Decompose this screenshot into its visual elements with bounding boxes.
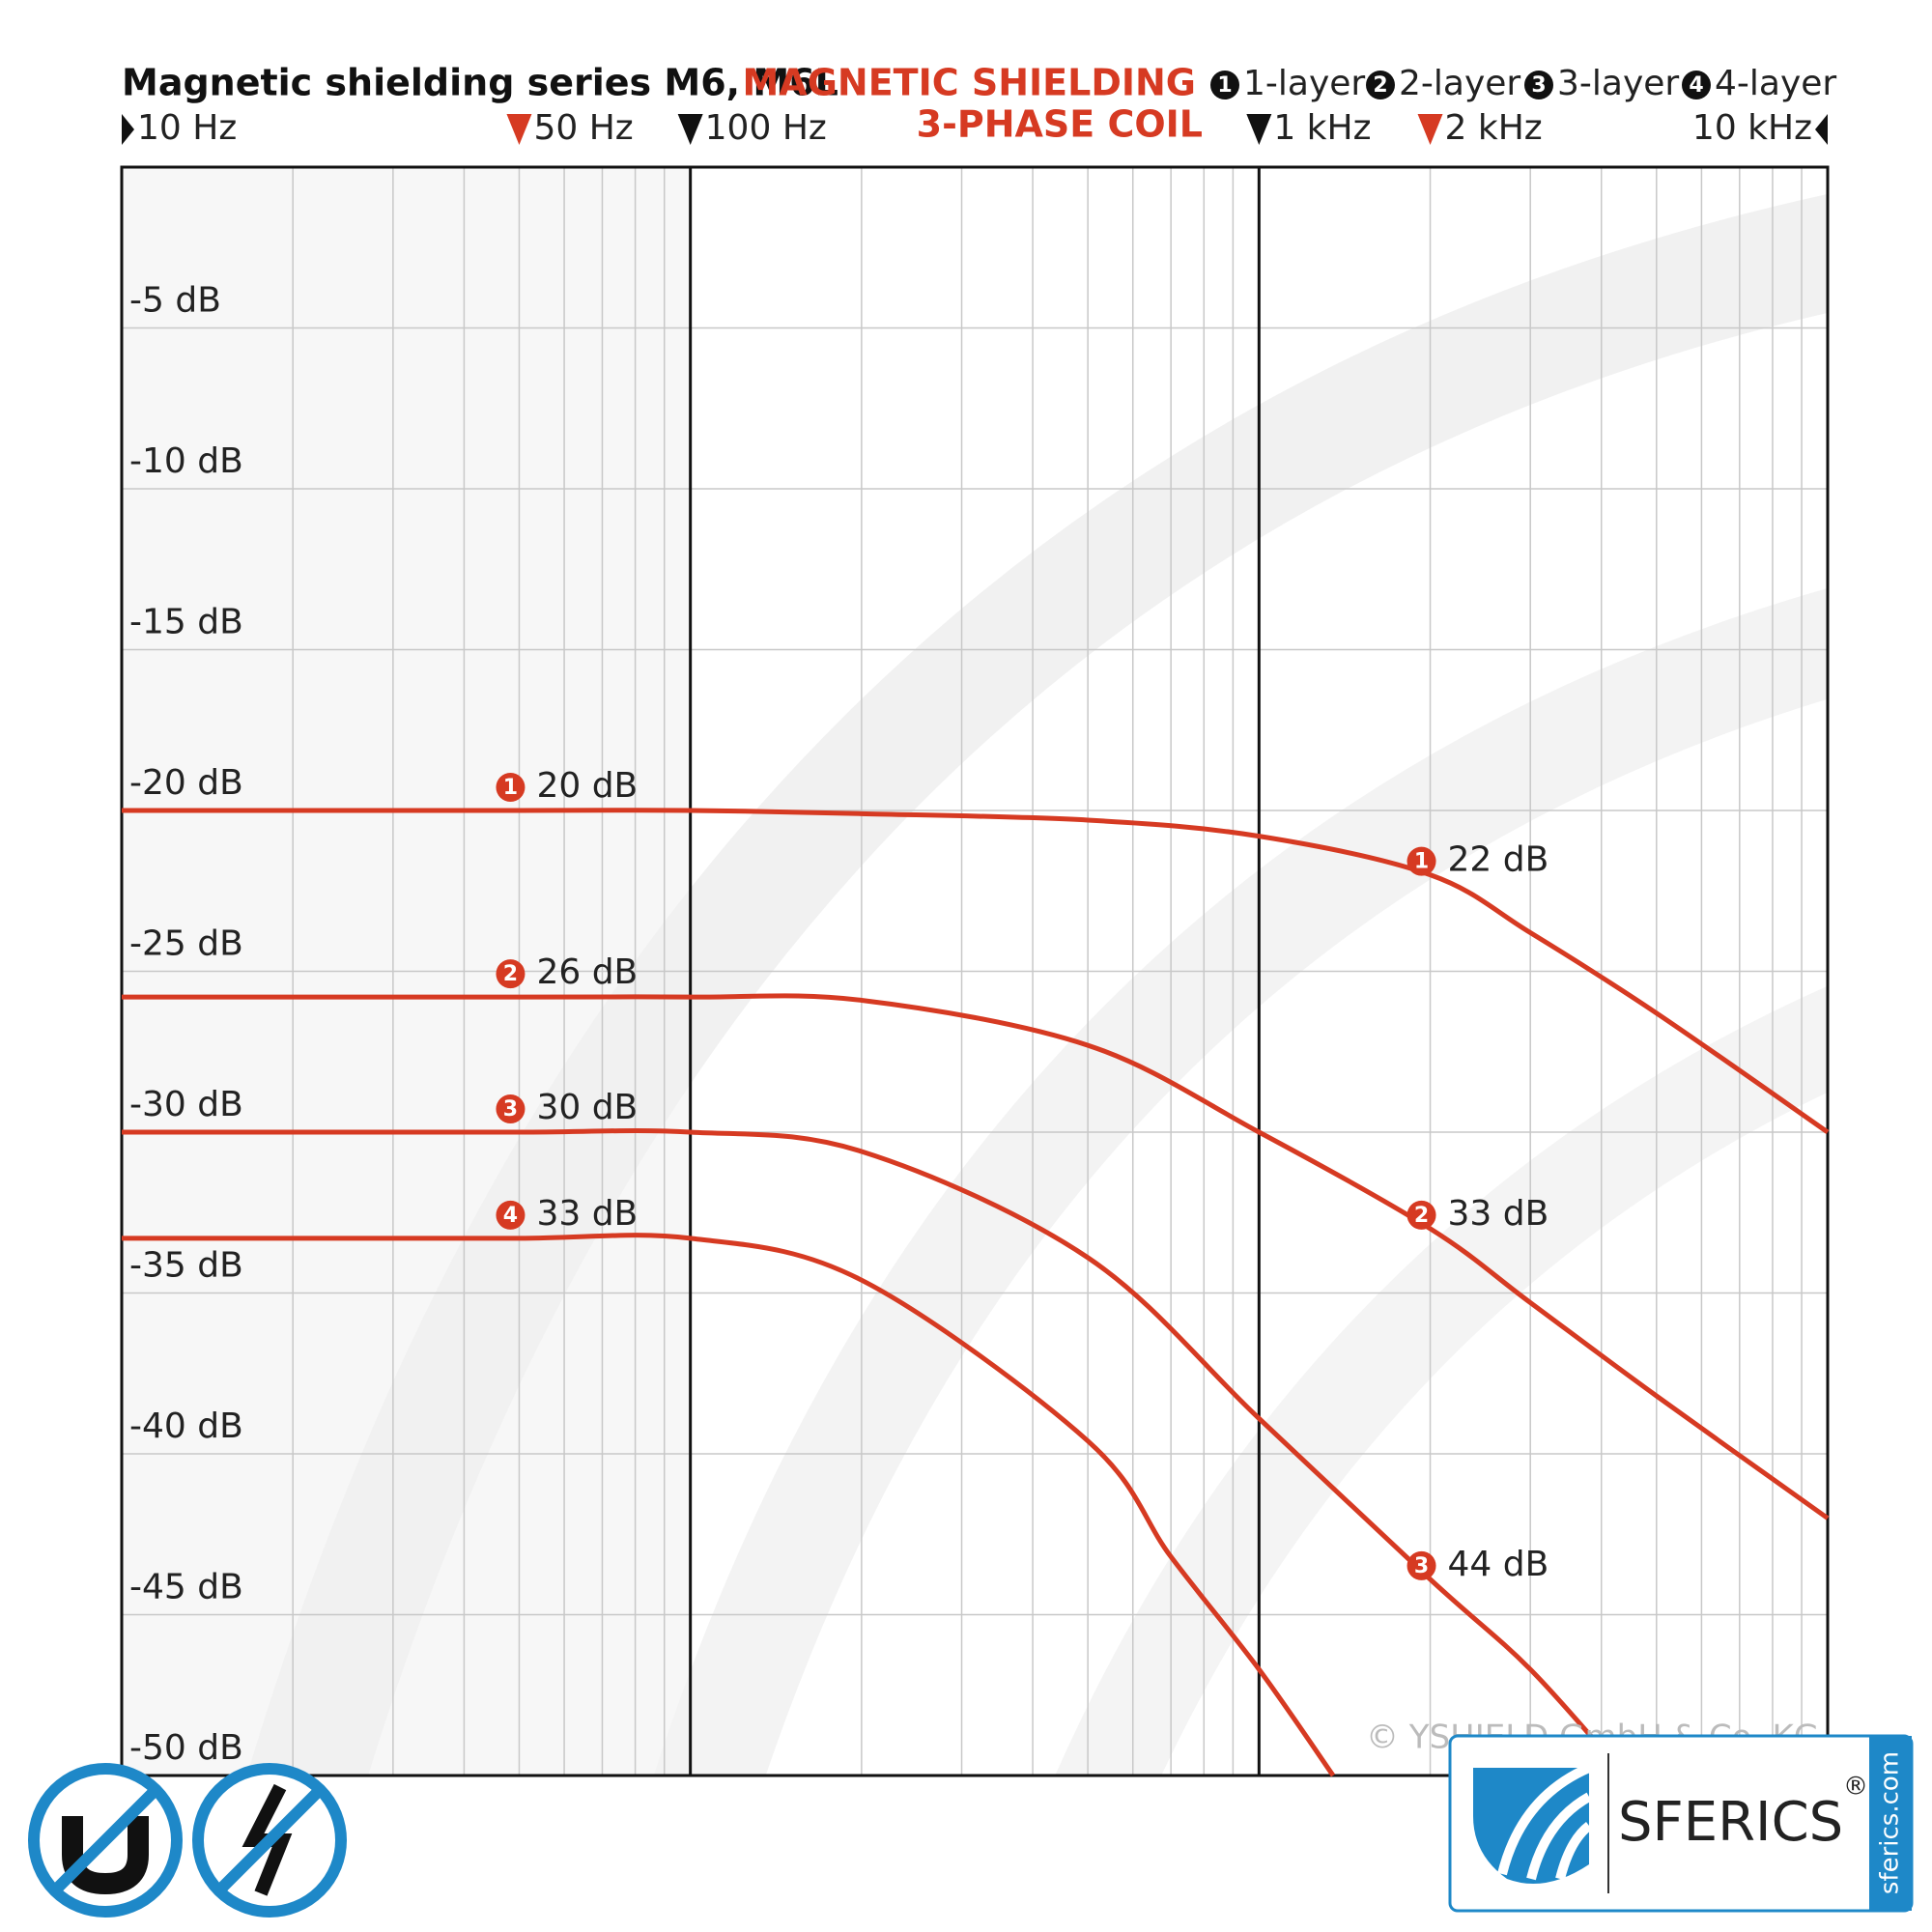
- x-tick-marker: [506, 114, 532, 145]
- y-tick-label: -5 dB: [129, 281, 221, 321]
- x-tick-label: 1 kHz: [1273, 108, 1371, 148]
- x-tick-label: 2 kHz: [1445, 108, 1543, 148]
- legend-label: 3-layer: [1557, 64, 1679, 103]
- y-tick-label: -35 dB: [129, 1246, 243, 1286]
- badge: [1524, 71, 1553, 99]
- logo: SFERICS ® sferics.com: [1448, 1734, 1914, 1913]
- logo-url: sferics.com: [1876, 1751, 1905, 1894]
- plot-frame: [120, 165, 1830, 1777]
- badge: [1366, 71, 1395, 99]
- x-tick-marker: [1815, 114, 1828, 145]
- badge-number: 1: [1217, 73, 1232, 98]
- x-tick-label: 50 Hz: [533, 108, 633, 148]
- series-line: [122, 808, 1830, 1135]
- badge-number: 2: [1373, 73, 1387, 98]
- series-line: [121, 993, 1830, 1520]
- annotations: 1 20 dB 1 22 dB 2 26 dB 2 33 dB 3 30 dB 3 44 dB 4 33 …: [496, 766, 1548, 1584]
- logo-name: SFERICS: [1618, 1791, 1843, 1854]
- curve-label: 33 dB: [536, 1194, 638, 1234]
- subtitle: 3-PHASE COIL: [917, 103, 1203, 146]
- y-tick-label: -10 dB: [129, 441, 243, 481]
- series-line: [121, 1128, 1627, 1777]
- subtitle: MAGNETIC SHIELDING: [742, 62, 1196, 104]
- badge-number: 2: [503, 962, 518, 986]
- x-tick-label: 10 kHz: [1692, 108, 1812, 148]
- y-tick-label: -30 dB: [129, 1085, 243, 1124]
- badge: [1406, 846, 1436, 876]
- curve-label: 20 dB: [536, 766, 638, 806]
- badge: [1210, 71, 1239, 99]
- badge-number: 1: [1414, 850, 1429, 874]
- x-tick-label: 10 Hz: [137, 108, 237, 148]
- badge: [496, 1094, 526, 1123]
- legend-label: 2-layer: [1399, 64, 1520, 103]
- badge: [496, 1200, 526, 1230]
- curve-label: 22 dB: [1448, 840, 1549, 880]
- series-line: [122, 1233, 1336, 1777]
- badge-number: 3: [1414, 1554, 1429, 1578]
- badge-number: 4: [503, 1204, 518, 1228]
- series-lines: [121, 808, 1830, 1777]
- x-tick-marker: [1246, 114, 1272, 145]
- badge-number: 4: [1689, 73, 1703, 98]
- x-tick-label: 100 Hz: [705, 108, 827, 148]
- badge: [1406, 1550, 1436, 1580]
- x-tick-marker: [677, 114, 703, 145]
- y-tick-label: -45 dB: [129, 1568, 243, 1607]
- logo-mark: ®: [1843, 1773, 1868, 1802]
- y-tick-label: -50 dB: [129, 1728, 243, 1768]
- badge-number: 2: [1414, 1204, 1429, 1228]
- curve-label: 26 dB: [536, 952, 638, 992]
- x-tick-marker: [122, 114, 134, 145]
- grid: -5 dB -10 dB -15 dB -20 dB -25 dB -30 dB -35 d…: [120, 108, 1830, 1777]
- y-tick-label: -20 dB: [129, 763, 243, 803]
- y-tick-label: -40 dB: [129, 1406, 243, 1446]
- curve-label: 33 dB: [1448, 1194, 1549, 1234]
- badge: [1682, 71, 1711, 99]
- badge: [496, 959, 526, 989]
- legend-label: 4-layer: [1715, 64, 1836, 103]
- x-tick-marker: [1417, 114, 1443, 145]
- badge-number: 3: [1531, 73, 1546, 98]
- badge: [1406, 1200, 1436, 1230]
- badge-number: 3: [503, 1097, 518, 1122]
- icons: [28, 1763, 347, 1918]
- badge-number: 1: [503, 776, 518, 800]
- y-tick-label: -25 dB: [129, 924, 243, 964]
- chart-title: Magnetic shielding series M6, M6L: [122, 62, 838, 104]
- legend-label: 1-layer: [1243, 64, 1365, 103]
- curve-label: 44 dB: [1448, 1545, 1549, 1584]
- curve-label: 30 dB: [536, 1088, 638, 1127]
- badge: [496, 773, 526, 802]
- y-tick-label: -15 dB: [129, 603, 243, 642]
